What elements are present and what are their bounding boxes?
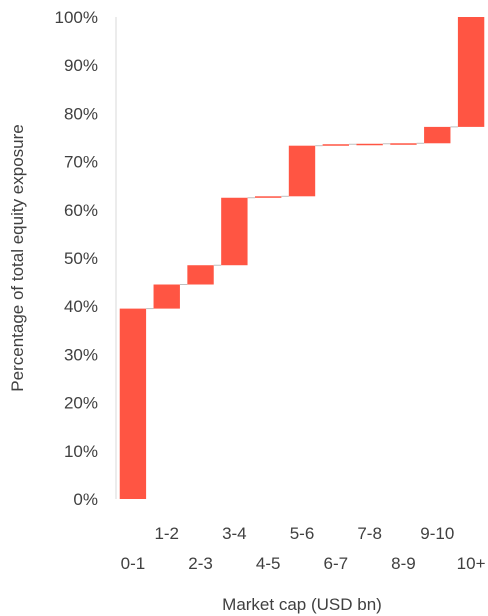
waterfall-bar [390,143,417,145]
x-tick-label: 9-10 [420,524,454,543]
x-tick-label: 7-8 [357,524,382,543]
waterfall-bar [221,197,248,266]
y-tick-label: 60% [64,201,98,220]
x-tick-label: 6-7 [324,554,349,573]
y-tick-label: 80% [64,104,98,123]
y-tick-label: 50% [64,249,98,268]
x-tick-label: 10+ [457,554,486,573]
waterfall-bar [254,196,282,198]
waterfall-bar [424,126,451,144]
waterfall-bar [457,17,485,127]
x-axis-label: Market cap (USD bn) [222,595,382,614]
x-tick-label: 2-3 [188,554,213,573]
x-tick-label: 4-5 [256,554,281,573]
y-tick-label: 0% [73,490,98,509]
y-tick-label: 100% [55,8,98,27]
y-tick-label: 10% [64,442,98,461]
x-tick-label: 8-9 [391,554,416,573]
waterfall-bar [356,143,383,146]
y-tick-label: 20% [64,394,98,413]
waterfall-bar [119,308,147,499]
x-tick-label: 1-2 [154,524,179,543]
y-axis-ticks: 0% 10% 20% 30% 40% 50% 60% 70% 80% 90% 100% [55,8,98,509]
waterfall-bar [322,144,350,146]
waterfall-bar [288,145,316,197]
y-tick-label: 40% [64,297,98,316]
x-tick-label: 0-1 [121,554,146,573]
waterfall-bar [187,265,214,285]
waterfall-bar [153,284,180,309]
y-tick-label: 70% [64,153,98,172]
y-axis-label: Percentage of total equity exposure [8,124,27,391]
x-tick-label: 5-6 [290,524,315,543]
bars [119,17,485,499]
y-tick-label: 30% [64,345,98,364]
x-tick-label: 3-4 [222,524,247,543]
y-tick-label: 90% [64,56,98,75]
